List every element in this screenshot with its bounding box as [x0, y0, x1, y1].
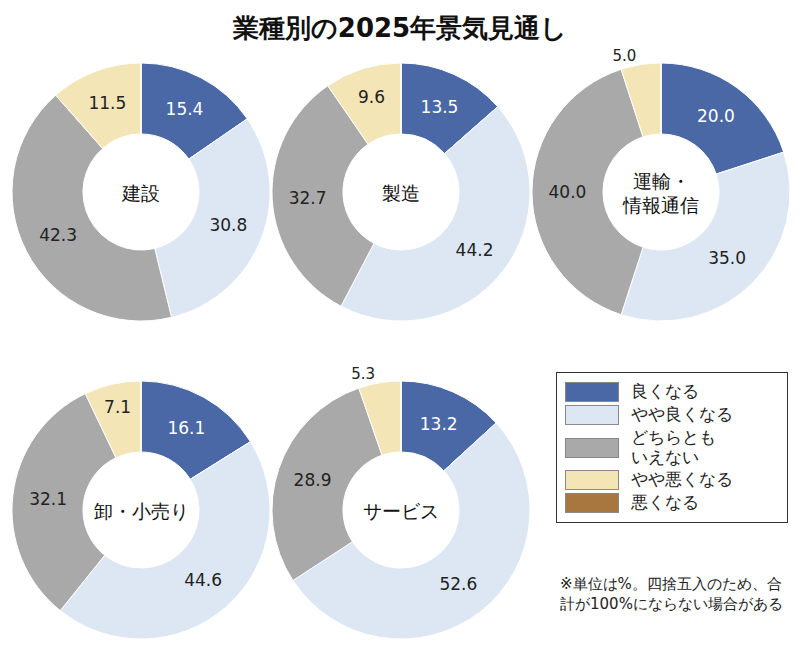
svg-text:13.5: 13.5 [421, 97, 459, 117]
svg-text:16.1: 16.1 [167, 418, 205, 438]
svg-text:44.2: 44.2 [456, 240, 494, 260]
svg-text:44.6: 44.6 [184, 570, 222, 590]
svg-text:52.6: 52.6 [439, 574, 477, 594]
svg-text:11.5: 11.5 [88, 93, 126, 113]
svg-text:7.1: 7.1 [104, 397, 131, 417]
html-text:どちらとも いえない: どちらとも いえない [631, 427, 716, 467]
svg-text:卸・小売り: 卸・小売り [94, 500, 189, 522]
html-text:悪くなる: 悪くなる [631, 492, 699, 513]
html-text:良くなる: 良くなる [631, 381, 699, 402]
svg-text:32.1: 32.1 [29, 489, 67, 509]
html-text:やや良くなる: やや良くなる [631, 404, 733, 425]
svg-text:運輸・情報通信: 運輸・情報通信 [622, 170, 699, 217]
svg-text:製造: 製造 [382, 182, 420, 204]
svg-text:建設: 建設 [121, 182, 160, 204]
svg-text:5.3: 5.3 [351, 365, 375, 383]
svg-text:9.6: 9.6 [358, 87, 385, 107]
svg-text:サービス: サービス [363, 500, 439, 522]
html-text:※単位は%。四捨五入のため、合計が100%にならない場合があ: ※単位は%。四捨五入のため、合計が100%にならない場合がある [560, 575, 783, 614]
svg-text:28.9: 28.9 [294, 470, 332, 490]
svg-text:13.2: 13.2 [420, 414, 458, 434]
svg-text:業種別の2025年景気見通し: 業種別の2025年景気見通し [232, 13, 567, 43]
svg-text:15.4: 15.4 [166, 99, 204, 119]
svg-text:20.0: 20.0 [697, 106, 735, 126]
svg-text:35.0: 35.0 [708, 248, 746, 268]
svg-text:42.3: 42.3 [39, 225, 77, 245]
svg-text:5.0: 5.0 [612, 47, 636, 65]
html-text:やや悪くなる: やや悪くなる [631, 469, 733, 490]
svg-text:30.8: 30.8 [209, 215, 247, 235]
svg-text:32.7: 32.7 [289, 188, 327, 208]
svg-text:40.0: 40.0 [549, 182, 587, 202]
